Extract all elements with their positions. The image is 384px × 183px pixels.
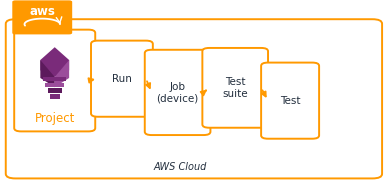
- Text: aws: aws: [29, 5, 55, 18]
- FancyBboxPatch shape: [91, 41, 153, 117]
- Polygon shape: [40, 47, 69, 77]
- Bar: [50, 94, 60, 99]
- Polygon shape: [40, 60, 55, 87]
- FancyBboxPatch shape: [261, 63, 319, 139]
- FancyBboxPatch shape: [12, 0, 72, 34]
- Text: AWS Cloud: AWS Cloud: [154, 162, 207, 171]
- Bar: [43, 77, 66, 81]
- Text: Test: Test: [280, 96, 300, 106]
- FancyBboxPatch shape: [6, 19, 382, 178]
- Text: Test
suite: Test suite: [222, 77, 248, 99]
- Bar: [48, 88, 62, 93]
- FancyBboxPatch shape: [14, 30, 95, 131]
- Polygon shape: [55, 60, 69, 87]
- Text: Run: Run: [112, 74, 132, 84]
- FancyBboxPatch shape: [145, 50, 210, 135]
- FancyBboxPatch shape: [202, 48, 268, 128]
- Text: Project: Project: [35, 112, 75, 125]
- Text: Job
(device): Job (device): [156, 82, 199, 103]
- Bar: [45, 83, 64, 87]
